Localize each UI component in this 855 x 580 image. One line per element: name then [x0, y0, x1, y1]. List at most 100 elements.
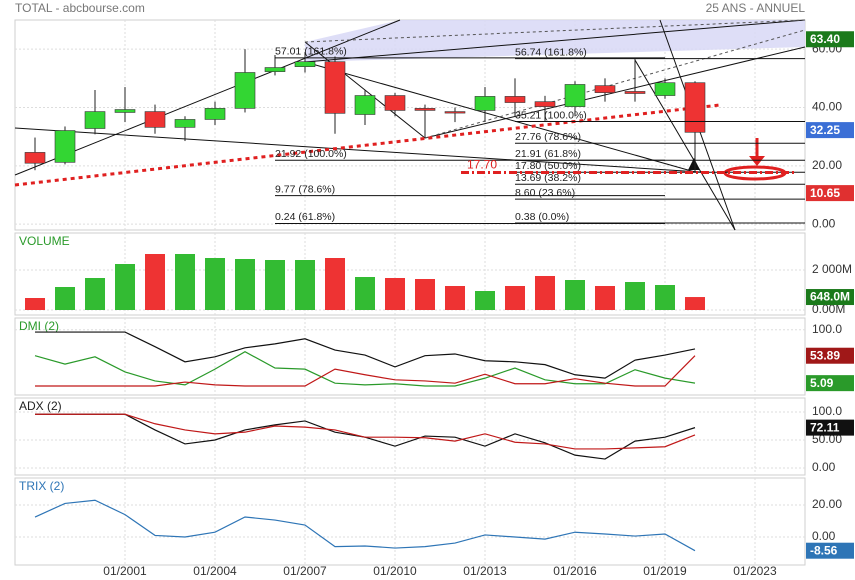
y-tick-label: 0.00M: [812, 302, 845, 316]
y-tick-label: 0.00: [812, 216, 836, 230]
volume-bar: [504, 286, 525, 310]
volume-bar: [115, 264, 136, 310]
volume-bar: [205, 258, 226, 310]
x-tick-label: 01/2007: [283, 564, 327, 578]
header-left: TOTAL - abcbourse.com: [15, 1, 145, 15]
trend-line: [14, 127, 701, 173]
volume-bar: [55, 287, 76, 310]
panel-frame: [14, 317, 806, 396]
value-marker: [806, 347, 854, 364]
volume-bar: [534, 276, 555, 310]
y-tick-label: 50.00: [812, 432, 842, 446]
arrow-head: [749, 156, 765, 166]
value-marker-label: 72.11: [810, 420, 840, 434]
candle-body: [594, 85, 616, 93]
indicator-line: [34, 351, 696, 387]
indicator-line: [35, 355, 696, 387]
trend-line: [304, 61, 696, 173]
x-tick-label: 01/2001: [103, 564, 147, 578]
volume-bar: [594, 286, 615, 310]
y-tick-label: 2 000M: [812, 262, 852, 276]
panel-frame: [14, 397, 806, 476]
indicator-line: [35, 413, 696, 450]
panel-title: TRIX (2): [19, 479, 64, 493]
support-line: [14, 103, 721, 187]
value-marker-label: 5.09: [810, 376, 834, 390]
panel-title: DMI (2): [19, 319, 59, 333]
candle-body: [234, 72, 256, 109]
volume-bar: [654, 285, 675, 310]
candle-body: [504, 96, 526, 103]
y-tick-label: 20.00: [812, 158, 842, 172]
annotation-label: 17.70: [467, 158, 497, 172]
x-tick-label: 01/2019: [643, 564, 687, 578]
arrow-head: [688, 158, 700, 170]
volume-bar: [355, 277, 376, 310]
y-tick-label: 0.00: [812, 460, 836, 474]
y-tick-label: 0.00: [812, 529, 836, 543]
candle-body: [204, 108, 226, 120]
volume-bar: [684, 297, 705, 310]
fib-label: 21.92 (100.0%): [275, 148, 347, 160]
y-tick-label: 100.0: [812, 322, 842, 336]
candle-body: [114, 109, 136, 113]
x-tick-label: 01/2016: [553, 564, 597, 578]
fib-label: 27.76 (78.6%): [515, 131, 581, 143]
candle-body: [24, 152, 46, 164]
candle-body: [624, 91, 646, 94]
candle-body: [384, 95, 406, 111]
value-marker-label: -8.56: [810, 543, 838, 557]
volume-bar: [265, 260, 286, 310]
panel-title: ADX (2): [19, 399, 62, 413]
fib-label: 8.60 (23.6%): [515, 187, 575, 199]
value-marker: [806, 31, 854, 48]
volume-bar: [444, 286, 465, 310]
value-marker: [806, 185, 854, 202]
candle-body: [174, 119, 196, 128]
fibonacci: 56.74 (161.8%) 35.21 (100.0%) 27.76 (78.6%…: [514, 46, 805, 224]
candle-body: [144, 111, 166, 128]
x-tick-label: 01/2023: [733, 564, 777, 578]
y-tick-label: 100.0: [812, 404, 842, 418]
trend-line: [304, 19, 806, 63]
fib-label: 56.74 (161.8%): [515, 46, 587, 58]
volume-bar: [175, 254, 196, 310]
value-marker-label: 648.0M: [810, 290, 850, 304]
value-marker-label: 32.25: [810, 123, 840, 137]
fib-label: 21.91 (61.8%): [515, 148, 581, 160]
fib-label: 9.77 (78.6%): [275, 183, 335, 195]
value-marker-label: 10.65: [810, 186, 840, 200]
volume-bar: [25, 298, 46, 310]
y-tick-label: 40.00: [812, 100, 842, 114]
fib-label: 35.21 (100.0%): [515, 109, 587, 121]
panel-title: VOLUME: [19, 234, 70, 248]
header-right: 25 ANS - ANNUEL: [706, 1, 806, 15]
candle-body: [684, 82, 706, 133]
candle-body: [84, 111, 106, 129]
volume-bar: [385, 278, 406, 310]
volume-bar: [325, 258, 346, 310]
x-tick-label: 01/2004: [193, 564, 237, 578]
drawing-tools: [14, 19, 806, 231]
candle-body: [564, 84, 586, 107]
volume-bar: [414, 279, 435, 310]
candle-body: [294, 61, 316, 67]
x-tick-label: 01/2013: [463, 564, 507, 578]
volume-bar: [145, 254, 166, 310]
candle-body: [54, 130, 76, 163]
volume-bar: [474, 291, 495, 310]
candles: [24, 49, 706, 173]
candle-body: [324, 61, 346, 114]
volume-bar: [624, 282, 645, 310]
value-marker: [806, 375, 854, 392]
candle-body: [474, 96, 496, 111]
fib-label: 57.01 (161.8%): [275, 46, 347, 58]
indicator-line: [34, 499, 696, 552]
y-tick-label: 20.00: [812, 497, 842, 511]
value-marker-label: 63.40: [810, 32, 840, 46]
fib-label: 17.80 (50.0%): [515, 160, 581, 172]
fib-label: 13.69 (38.2%): [515, 172, 581, 184]
candle-body: [654, 82, 676, 96]
